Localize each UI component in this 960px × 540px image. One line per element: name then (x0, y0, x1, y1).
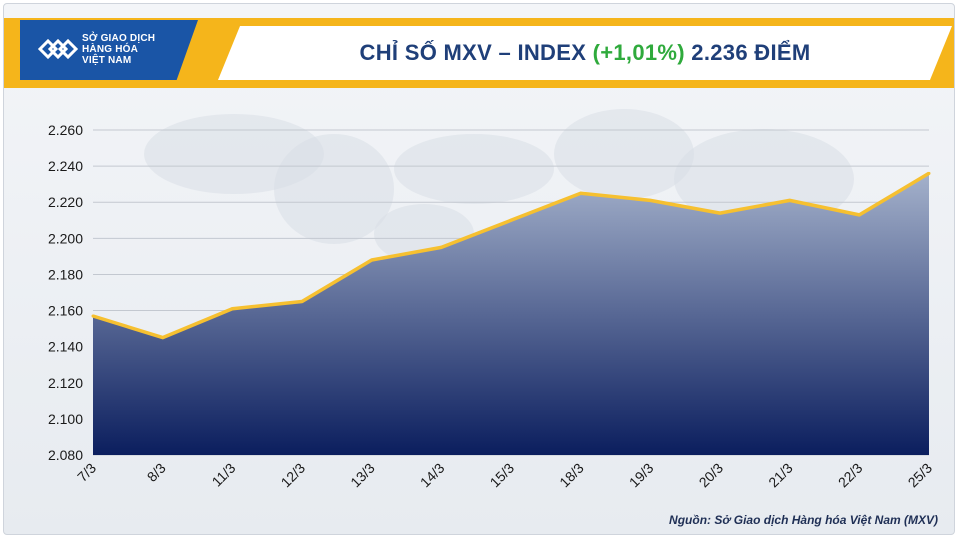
logo: SỞ GIAO DỊCH HÀNG HÓA VIỆT NAM (20, 20, 198, 80)
y-tick-label: 2.100 (48, 411, 83, 427)
series-area (93, 173, 929, 456)
data-point-1 (161, 336, 165, 340)
chart-svg: 2.080 2.100 2.120 2.140 2.160 2.180 2.200 2.220… (48, 109, 935, 491)
title-change: (+1,01%) (592, 40, 685, 65)
data-point-4 (370, 258, 374, 262)
source-note: Nguồn: Sở Giao dịch Hàng hóa Việt Nam (M… (669, 513, 938, 527)
x-tick-label: 12/3 (278, 460, 309, 491)
data-point-0 (91, 314, 95, 318)
x-tick-label: 13/3 (347, 460, 378, 491)
background-blob-2 (394, 134, 554, 204)
x-tick-label: 15/3 (487, 460, 518, 491)
area-layer (91, 171, 931, 456)
title-suffix: 2.236 ĐIỂM (684, 40, 811, 65)
data-point-3 (300, 300, 304, 304)
logo-line-3: VIỆT NAM (82, 55, 132, 66)
x-tick-label: 8/3 (144, 460, 169, 485)
x-tick-label: 18/3 (556, 460, 587, 491)
y-tick-label: 2.220 (48, 194, 83, 210)
logo-line-1: SỞ GIAO DỊCH (82, 33, 156, 44)
data-point-2 (230, 307, 234, 311)
x-tick-label: 21/3 (765, 460, 796, 491)
logo-line-2: HÀNG HÓA (82, 44, 139, 55)
background-blob-3 (554, 109, 694, 199)
data-point-8 (648, 198, 652, 202)
y-tick-label: 2.180 (48, 266, 83, 282)
y-tick-label: 2.260 (48, 122, 83, 138)
x-tick-label: 14/3 (417, 460, 448, 491)
x-tick-label: 7/3 (74, 460, 99, 485)
background-decoration (144, 109, 854, 264)
x-tick-label: 25/3 (905, 460, 936, 491)
y-axis: 2.080 2.100 2.120 2.140 2.160 2.180 2.200 2.220… (48, 122, 83, 463)
data-point-12 (927, 171, 931, 175)
background-blob-1 (274, 134, 394, 244)
x-axis: 7/3 8/3 11/3 12/3 13/3 14/3 15/3 18/3 19/3 20/3 21… (74, 460, 935, 491)
chart-title: CHỈ SỐ MXV – INDEX (+1,01%) 2.236 ĐIỂM (360, 40, 811, 66)
y-tick-label: 2.200 (48, 230, 83, 246)
data-point-10 (788, 198, 792, 202)
title-prefix: CHỈ SỐ MXV – INDEX (359, 40, 593, 65)
data-point-11 (857, 213, 861, 217)
x-tick-label: 11/3 (209, 460, 239, 490)
y-tick-label: 2.140 (48, 339, 83, 355)
chart-frame: 2.080 2.100 2.120 2.140 2.160 2.180 2.200 2.220… (3, 3, 955, 535)
x-tick-label: 20/3 (696, 460, 727, 491)
title-box: CHỈ SỐ MXV – INDEX (+1,01%) 2.236 ĐIỂM (218, 26, 952, 80)
data-point-9 (718, 211, 722, 215)
y-tick-label: 2.120 (48, 375, 83, 391)
y-tick-label: 2.160 (48, 303, 83, 319)
y-tick-label: 2.240 (48, 158, 83, 174)
y-tick-label: 2.080 (48, 447, 83, 463)
data-point-5 (439, 245, 443, 249)
x-tick-label: 22/3 (835, 460, 866, 491)
logo-text: SỞ GIAO DỊCH HÀNG HÓA VIỆT NAM (82, 33, 155, 66)
data-point-7 (579, 191, 583, 195)
data-point-6 (509, 218, 513, 222)
x-tick-label: 19/3 (626, 460, 657, 491)
logo-mark-icon (38, 38, 78, 60)
